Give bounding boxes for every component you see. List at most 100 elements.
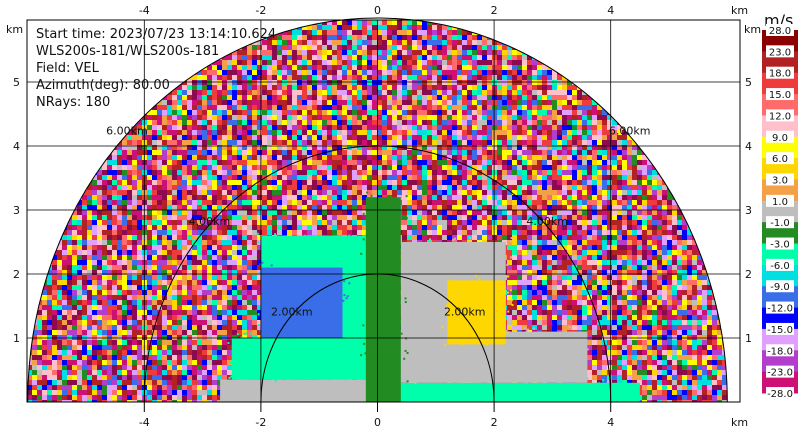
noise-cell	[422, 25, 427, 30]
noise-cell	[462, 185, 467, 190]
noise-cell	[227, 160, 232, 165]
noise-cell	[357, 170, 362, 175]
noise-cell	[262, 100, 267, 105]
noise-cell	[352, 170, 357, 175]
noise-cell	[487, 60, 492, 65]
noise-cell	[127, 175, 132, 180]
noise-cell	[352, 155, 357, 160]
noise-cell	[577, 155, 582, 160]
noise-cell	[192, 120, 197, 125]
noise-cell	[272, 160, 277, 165]
noise-cell	[437, 90, 442, 95]
noise-cell	[412, 95, 417, 100]
noise-cell	[477, 45, 482, 50]
noise-cell	[127, 150, 132, 155]
noise-cell	[532, 100, 537, 105]
noise-cell	[457, 45, 462, 50]
noise-cell	[442, 45, 447, 50]
noise-cell	[312, 120, 317, 125]
noise-cell	[467, 180, 472, 185]
noise-cell	[427, 95, 432, 100]
noise-cell	[257, 110, 262, 115]
noise-cell	[547, 90, 552, 95]
noise-cell	[227, 140, 232, 145]
noise-cell	[212, 80, 217, 85]
noise-cell	[542, 145, 547, 150]
noise-cell	[212, 140, 217, 145]
noise-cell	[637, 170, 642, 175]
noise-cell	[192, 75, 197, 80]
noise-cell	[297, 125, 302, 130]
noise-cell	[182, 165, 187, 170]
noise-cell	[232, 120, 237, 125]
noise-cell	[357, 95, 362, 100]
noise-cell	[357, 20, 362, 25]
noise-cell	[252, 185, 257, 190]
noise-cell	[397, 190, 402, 195]
noise-cell	[317, 185, 322, 190]
noise-cell	[362, 120, 367, 125]
noise-cell	[237, 100, 242, 105]
noise-cell	[237, 145, 242, 150]
noise-cell	[177, 175, 182, 180]
noise-cell	[307, 120, 312, 125]
noise-cell	[662, 185, 667, 190]
noise-cell	[457, 165, 462, 170]
noise-cell	[432, 185, 437, 190]
noise-cell	[247, 130, 252, 135]
noise-cell	[202, 170, 207, 175]
noise-cell	[227, 115, 232, 120]
noise-cell	[217, 105, 222, 110]
noise-cell	[237, 80, 242, 85]
noise-cell	[242, 190, 247, 195]
noise-cell	[207, 65, 212, 70]
noise-cell	[252, 55, 257, 60]
noise-cell	[417, 180, 422, 185]
noise-cell	[152, 115, 157, 120]
noise-cell	[577, 145, 582, 150]
noise-cell	[432, 155, 437, 160]
noise-cell	[252, 110, 257, 115]
noise-cell	[252, 180, 257, 185]
noise-cell	[287, 55, 292, 60]
noise-cell	[387, 125, 392, 130]
noise-cell	[422, 85, 427, 90]
noise-cell	[327, 70, 332, 75]
noise-cell	[187, 170, 192, 175]
noise-cell	[577, 110, 582, 115]
noise-cell	[557, 155, 562, 160]
noise-cell	[377, 95, 382, 100]
noise-cell	[362, 185, 367, 190]
noise-cell	[562, 125, 567, 130]
noise-cell	[597, 120, 602, 125]
noise-cell	[407, 25, 412, 30]
noise-cell	[452, 50, 457, 55]
noise-cell	[122, 160, 127, 165]
noise-cell	[327, 105, 332, 110]
noise-cell	[277, 185, 282, 190]
noise-cell	[427, 170, 432, 175]
noise-cell	[657, 180, 662, 185]
noise-cell	[292, 90, 297, 95]
noise-cell	[307, 85, 312, 90]
noise-cell	[282, 150, 287, 155]
noise-cell	[102, 190, 107, 195]
noise-cell	[537, 100, 542, 105]
noise-cell	[477, 50, 482, 55]
noise-cell	[207, 125, 212, 130]
noise-cell	[562, 90, 567, 95]
noise-cell	[412, 190, 417, 195]
noise-cell	[277, 140, 282, 145]
noise-cell	[392, 135, 397, 140]
noise-cell	[427, 35, 432, 40]
noise-cell	[177, 95, 182, 100]
noise-cell	[387, 130, 392, 135]
noise-cell	[407, 180, 412, 185]
noise-cell	[397, 170, 402, 175]
noise-cell	[247, 140, 252, 145]
noise-cell	[467, 105, 472, 110]
noise-cell	[597, 105, 602, 110]
noise-cell	[472, 50, 477, 55]
noise-cell	[507, 160, 512, 165]
noise-cell	[377, 135, 382, 140]
